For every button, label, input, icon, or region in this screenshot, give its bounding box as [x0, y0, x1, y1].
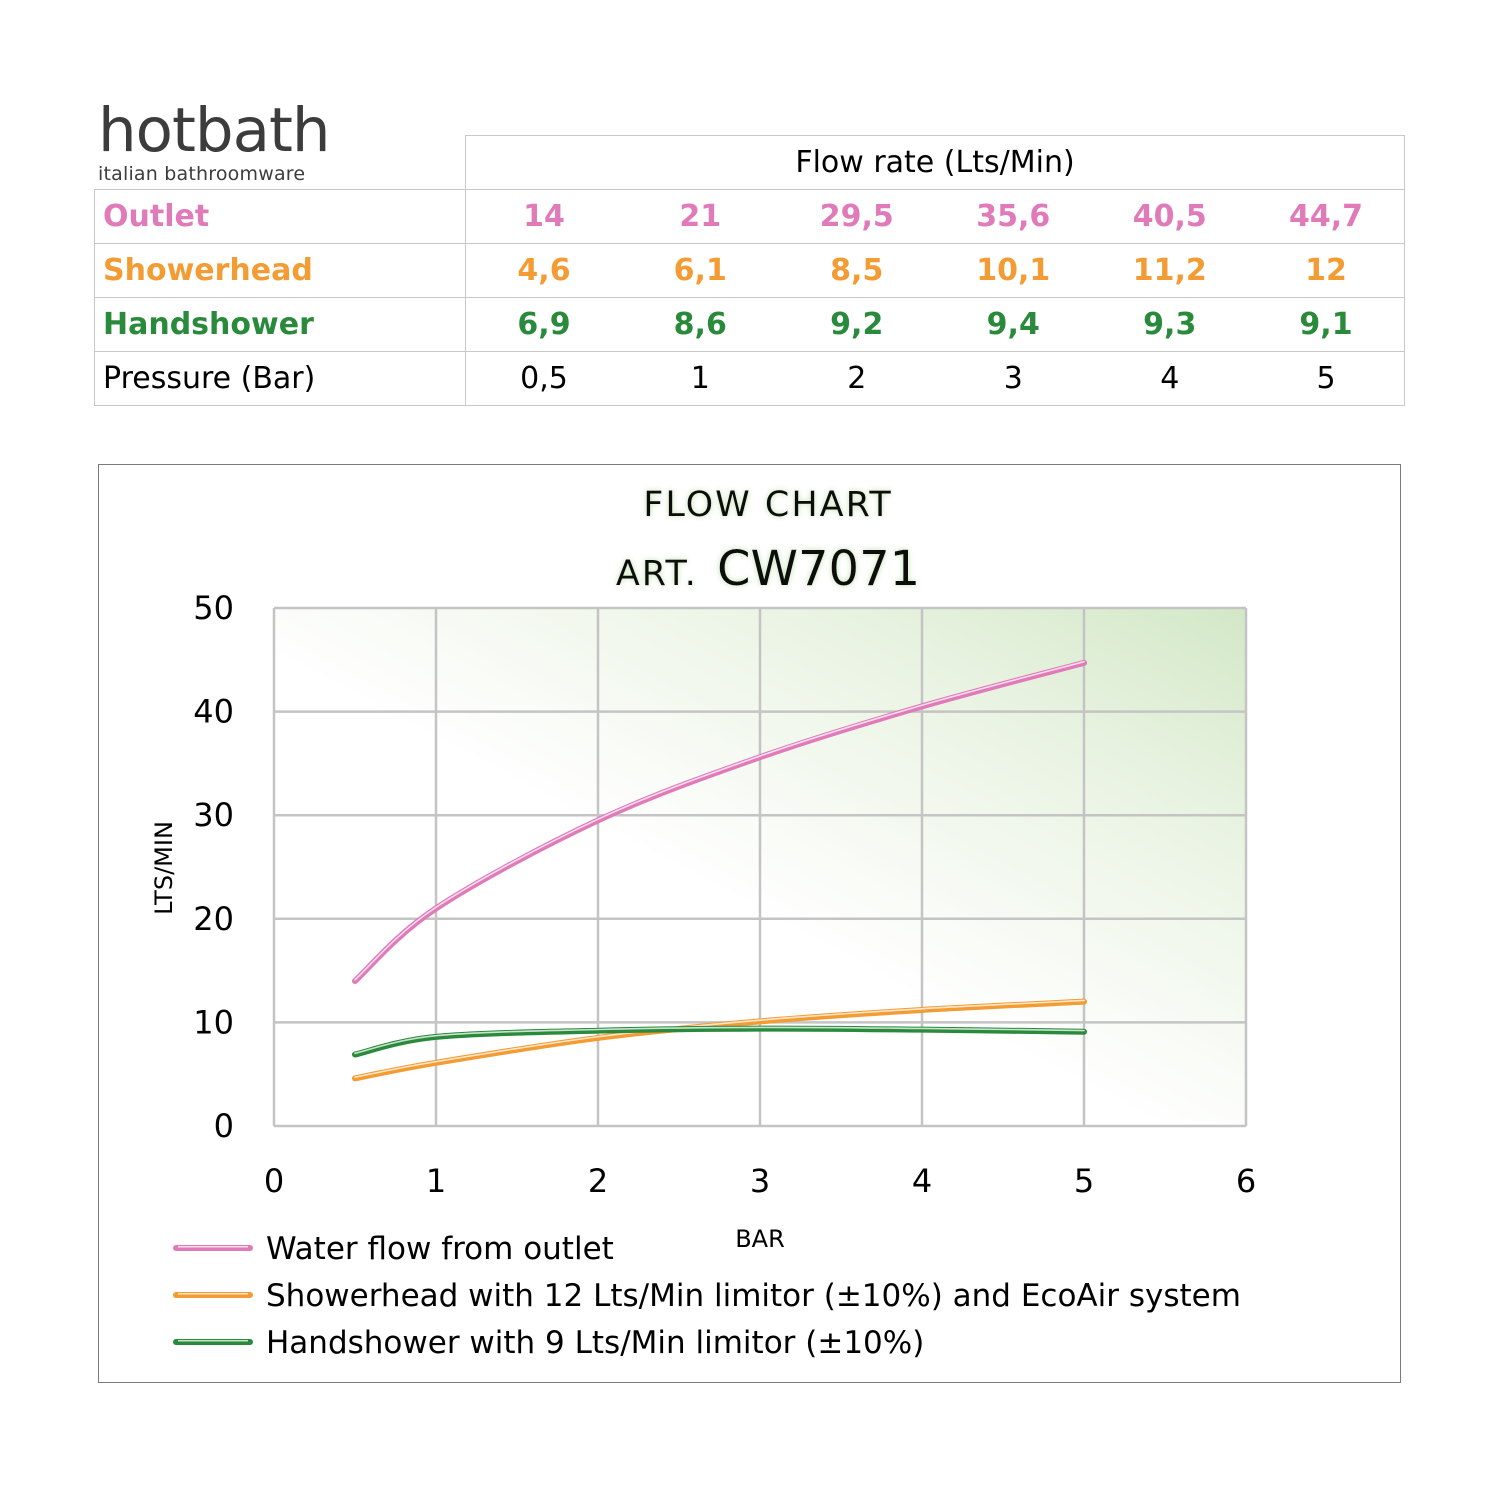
legend: Water flow from outlet Showerhead with 12…: [173, 1231, 1241, 1361]
y-tick-label: 50: [193, 589, 234, 627]
y-tick-label: 40: [193, 693, 234, 731]
row-label-handshower: Handshower: [94, 297, 466, 352]
axis-ticks: 0 10 20 30 40 50 0 1 2 3 4 5 6: [193, 589, 1256, 1200]
table-cell: 3: [935, 351, 1092, 406]
x-axis-label: BAR: [735, 1225, 785, 1253]
x-tick-label: 0: [264, 1162, 284, 1200]
table-cell: 40,5: [1091, 189, 1248, 244]
table-cell: 1: [622, 351, 779, 406]
table-cell: 12: [1248, 243, 1405, 298]
table-cell: 0,5: [465, 351, 622, 406]
table-cell: 10,1: [935, 243, 1092, 298]
series-highlight-outlet: [354, 660, 1085, 981]
legend-label: Water flow from outlet: [266, 1231, 614, 1267]
flow-rate-header: Flow rate (Lts/Min): [465, 135, 1405, 190]
y-tick-label: 10: [193, 1003, 234, 1041]
table-cell: 44,7: [1248, 189, 1405, 244]
table-cell: 9,3: [1091, 297, 1248, 352]
x-tick-label: 5: [1074, 1162, 1094, 1200]
table-cell: 8,6: [622, 297, 779, 352]
y-tick-label: 0: [214, 1107, 234, 1145]
flow-rate-table: Flow rate (Lts/Min) Outlet 14 21 29,5 35…: [94, 135, 1405, 406]
x-tick-label: 4: [912, 1162, 932, 1200]
table-cell: 5: [1248, 351, 1405, 406]
x-tick-label: 3: [750, 1162, 770, 1200]
series-highlight-showerhead: [354, 999, 1085, 1078]
table-cell: 2: [778, 351, 935, 406]
table-corner: [94, 135, 466, 190]
table-cell: 14: [465, 189, 622, 244]
row-label-pressure: Pressure (Bar): [94, 351, 466, 406]
table-cell: 4: [1091, 351, 1248, 406]
series-outlet: [352, 659, 1087, 984]
x-tick-label: 1: [426, 1162, 446, 1200]
table-cell: 29,5: [778, 189, 935, 244]
table-row-outlet: Outlet 14 21 29,5 35,6 40,5 44,7: [94, 189, 1405, 244]
legend-item-handshower: Handshower with 9 Lts/Min limitor (±10%): [173, 1325, 924, 1361]
row-label-outlet: Outlet: [94, 189, 466, 244]
y-tick-label: 30: [193, 796, 234, 834]
table-cell: 6,1: [622, 243, 779, 298]
table-row-showerhead: Showerhead 4,6 6,1 8,5 10,1 11,2 12: [94, 243, 1405, 298]
y-tick-label: 20: [193, 900, 234, 938]
table-cell: 9,4: [935, 297, 1092, 352]
series-lines: [352, 659, 1087, 1082]
x-tick-label: 2: [588, 1162, 608, 1200]
chart-subtitle: ART. CW7071: [616, 541, 920, 597]
table-row-pressure: Pressure (Bar) 0,5 1 2 3 4 5: [94, 351, 1405, 406]
legend-item-outlet: Water flow from outlet: [173, 1231, 614, 1267]
series-line-outlet: [352, 659, 1087, 984]
series-handshower: [352, 1025, 1087, 1058]
chart-subtitle-prefix: ART.: [616, 554, 698, 594]
table-cell: 35,6: [935, 189, 1092, 244]
x-tick-label: 6: [1236, 1162, 1256, 1200]
chart-title: FLOW CHART: [643, 485, 893, 525]
legend-item-showerhead: Showerhead with 12 Lts/Min limitor (±10%…: [173, 1278, 1241, 1314]
series-highlight-handshower: [354, 1026, 1085, 1055]
chart-subtitle-code: CW7071: [717, 541, 920, 597]
legend-label: Showerhead with 12 Lts/Min limitor (±10%…: [266, 1278, 1241, 1314]
table-cell: 8,5: [778, 243, 935, 298]
table-header-row: Flow rate (Lts/Min): [94, 135, 1405, 190]
table-cell: 4,6: [465, 243, 622, 298]
y-axis-label: LTS/MIN: [150, 821, 178, 915]
legend-label: Handshower with 9 Lts/Min limitor (±10%): [266, 1325, 924, 1361]
